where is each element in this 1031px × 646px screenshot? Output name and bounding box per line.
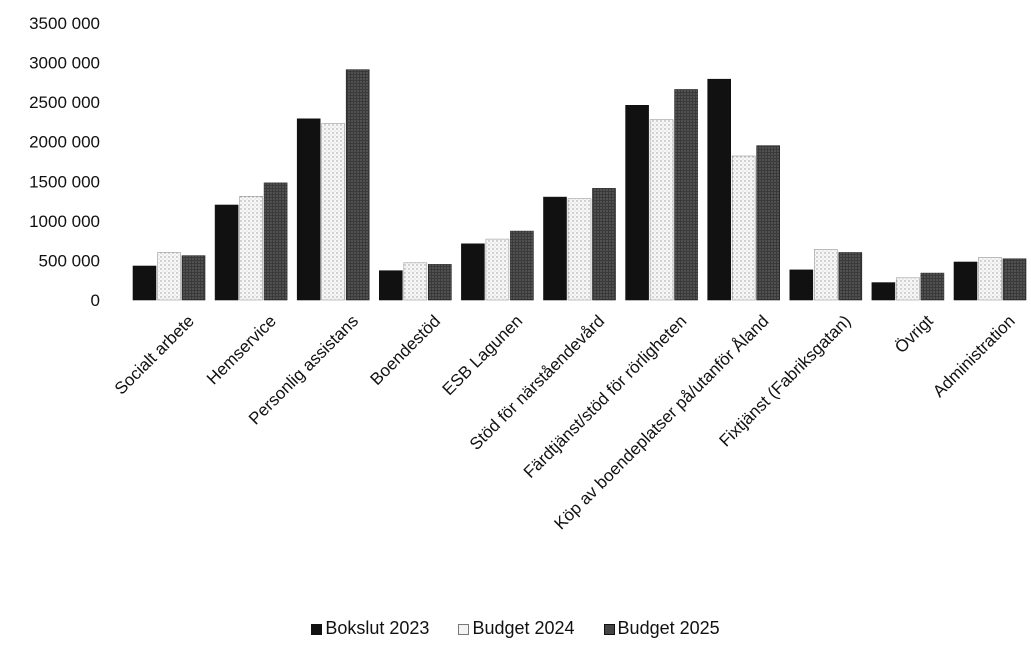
bar-budget-2024 [649,119,674,301]
legend-item-budget-2024: Budget 2024 [458,618,575,639]
y-tick-label: 3000 000 [29,54,100,73]
bar-budget-2025 [674,89,698,301]
bar-budget-2025 [838,252,863,301]
bar-budget-2025 [510,230,534,301]
y-axis: 0 500 000 1000 000 1500 000 2000 000 2500 000… [29,14,100,310]
bar-bokslut-2023 [871,282,896,301]
bar-bokslut-2023 [707,78,732,301]
y-tick-label: 2000 000 [29,133,100,152]
y-tick-label: 500 000 [39,251,100,270]
bar-budget-2024 [978,256,1002,301]
x-tick-label: ESB Lagunen [439,311,527,399]
bar-bokslut-2023 [789,269,814,301]
bar-bokslut-2023 [132,265,157,301]
bar-budget-2025 [920,272,945,301]
x-tick-label: Administration [929,311,1019,401]
bar-budget-2024 [567,198,592,301]
bar-budget-2025 [592,188,616,301]
bar-budget-2025 [756,145,781,301]
y-tick-label: 0 [91,291,100,310]
bar-budget-2025 [345,69,370,301]
bar-bokslut-2023 [953,261,978,301]
bar-budget-2024 [403,262,428,301]
bar-chart: 0 500 000 1000 000 1500 000 2000 000 2500 000… [29,14,1027,533]
bar-budget-2024 [731,155,756,301]
x-tick-label: Fixtjänst (Fabriksgatan) [716,311,855,450]
legend-item-budget-2025: Budget 2025 [603,618,720,639]
x-tick-label: Hemservice [203,311,280,388]
legend-swatch-dark-dotted-icon [603,624,615,635]
bar-bokslut-2023 [625,105,649,301]
legend-swatch-solid-icon [311,624,323,635]
bar-budget-2024 [157,252,181,301]
legend: Bokslut 2023 Budget 2024 Budget 2025 [0,618,1031,639]
legend-label: Budget 2024 [472,618,575,638]
x-tick-label: Socialt arbete [111,311,198,398]
bar-bokslut-2023 [543,196,567,301]
bar-budget-2024 [321,123,346,301]
bar-bokslut-2023 [461,243,485,301]
legend-item-bokslut-2023: Bokslut 2023 [311,618,429,639]
x-tick-label: Stöd för närståendevård [466,311,608,453]
bar-bokslut-2023 [214,204,239,301]
bar-budget-2024 [485,238,510,301]
bar-budget-2025 [181,255,206,301]
y-tick-label: 3500 000 [29,14,100,33]
legend-label: Budget 2025 [617,618,720,638]
y-tick-label: 1500 000 [29,172,100,191]
bar-budget-2025 [427,264,452,301]
bar-bokslut-2023 [296,118,321,301]
bars [132,69,1027,301]
bar-bokslut-2023 [378,270,403,301]
x-tick-label: Övrigt [891,311,937,357]
bar-budget-2024 [239,196,263,301]
bar-budget-2024 [813,249,838,301]
bar-budget-2025 [263,182,288,301]
x-tick-label: Boendestöd [367,311,445,389]
bar-budget-2024 [896,277,920,301]
x-tick-label: Färdtjänst/stöd för rörligheten [520,311,690,481]
legend-label: Bokslut 2023 [325,618,430,638]
y-tick-label: 1000 000 [29,212,100,231]
bar-budget-2025 [1002,258,1027,301]
y-tick-label: 2500 000 [29,93,100,112]
legend-swatch-light-dotted-icon [458,624,470,635]
